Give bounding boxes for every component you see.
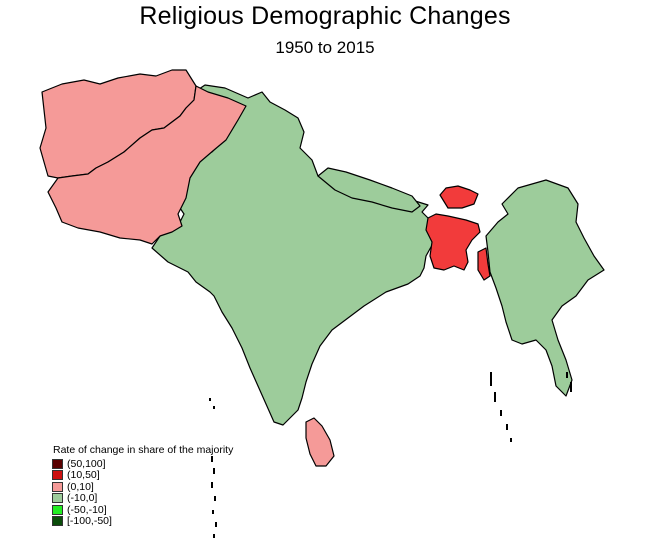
map-legend: Rate of change in share of the majority … bbox=[52, 444, 233, 527]
legend-swatch bbox=[52, 504, 63, 515]
region-sri-lanka bbox=[305, 417, 335, 467]
legend-label: (0,10] bbox=[67, 480, 94, 493]
legend-item: (-10,0] bbox=[52, 492, 233, 505]
legend-swatch bbox=[52, 493, 63, 504]
map-title: Religious Demographic Changes bbox=[139, 2, 511, 30]
region-bangladesh bbox=[425, 213, 481, 271]
legend-label: (10,50] bbox=[67, 469, 100, 482]
andaman-islands bbox=[490, 372, 572, 442]
legend-swatch bbox=[52, 481, 63, 492]
region-bhutan bbox=[439, 185, 479, 209]
legend-item: (0,10] bbox=[52, 481, 233, 493]
legend-item: [-100,-50] bbox=[52, 515, 233, 528]
legend-swatch bbox=[52, 516, 63, 527]
legend-swatch bbox=[52, 458, 63, 469]
lakshadweep-islands bbox=[209, 398, 215, 409]
legend-item: (-50,-10] bbox=[52, 504, 233, 516]
maldives-islands bbox=[211, 456, 217, 538]
legend-label: (-10,0] bbox=[67, 492, 98, 505]
region-pakistan bbox=[47, 85, 247, 245]
region-nepal bbox=[317, 167, 421, 213]
region-india bbox=[151, 84, 437, 426]
legend-item: (50,100] bbox=[52, 458, 233, 470]
legend-label: (-50,-10] bbox=[67, 503, 107, 516]
map-subtitle: 1950 to 2015 bbox=[275, 38, 375, 57]
legend-item: (10,50] bbox=[52, 469, 233, 482]
legend-swatch bbox=[52, 470, 63, 481]
legend-label: [-100,-50] bbox=[67, 515, 112, 528]
legend-label: (50,100] bbox=[67, 457, 106, 470]
region-myanmar bbox=[485, 179, 605, 397]
region-bangladesh-southeast bbox=[477, 247, 491, 281]
legend-title: Rate of change in share of the majority bbox=[53, 444, 234, 456]
